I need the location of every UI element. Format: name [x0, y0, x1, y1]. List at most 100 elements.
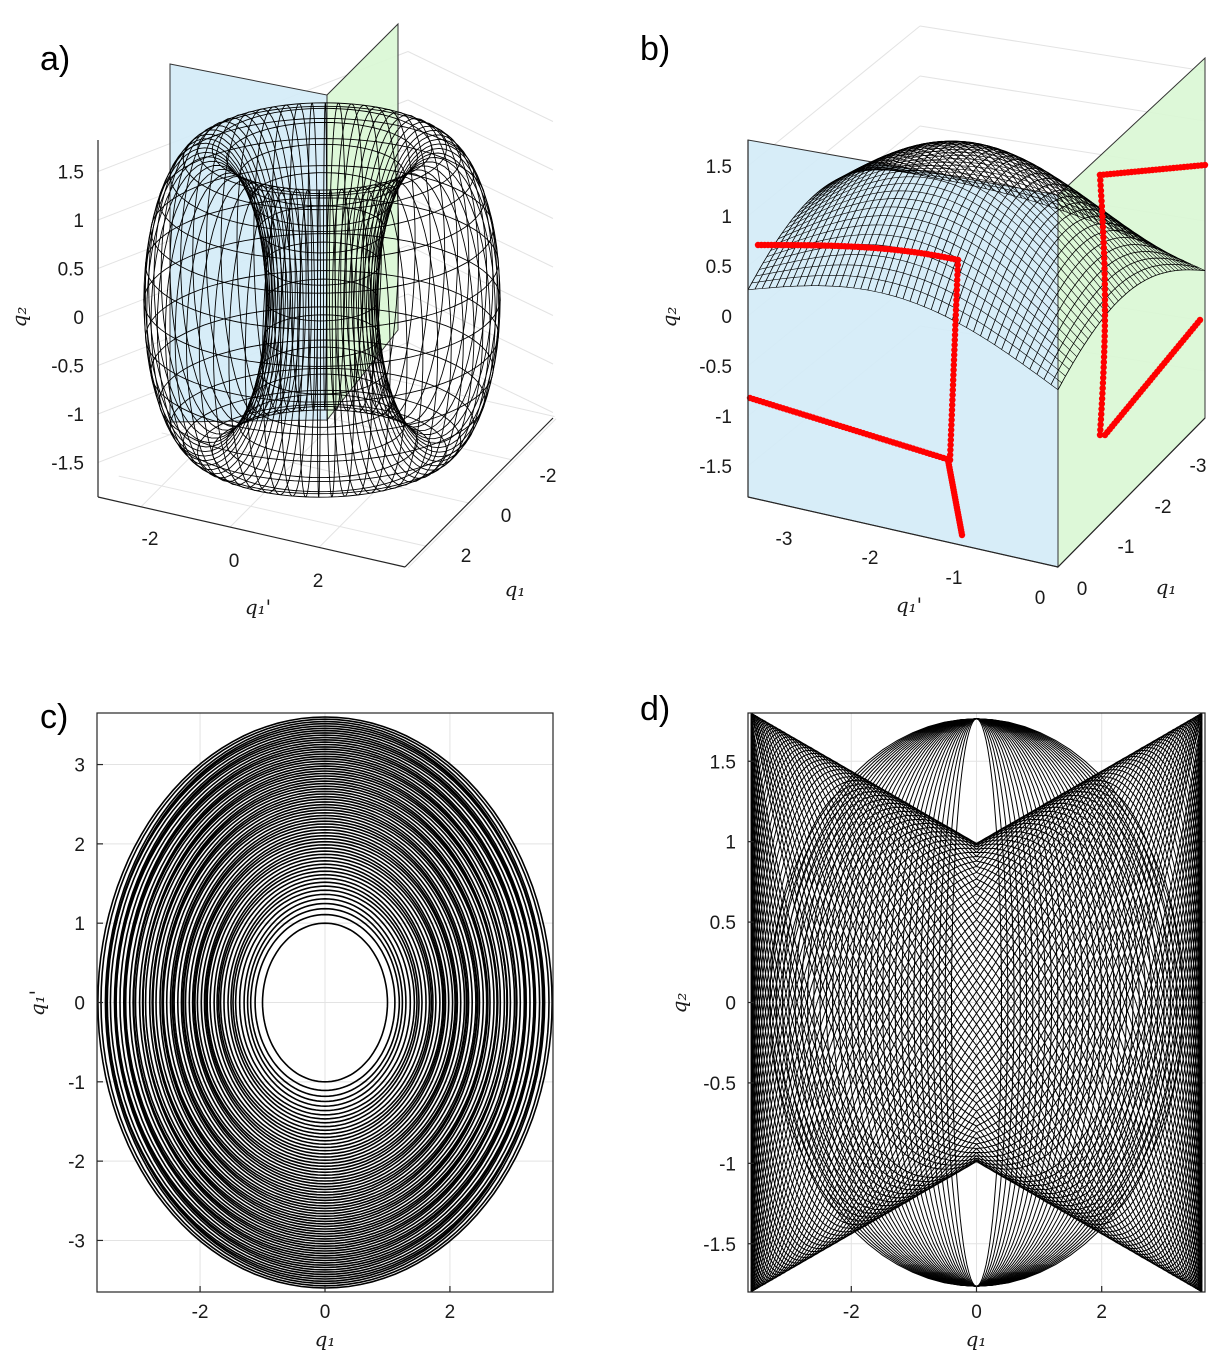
orbit-ring — [213, 859, 437, 1146]
trajectory-loop — [750, 723, 1203, 1226]
y-tick-label: 1 — [74, 914, 85, 935]
torus-parallel — [263, 241, 381, 286]
trajectory-loop — [750, 719, 1203, 1215]
section-point — [1196, 316, 1204, 324]
floor-gridline — [161, 432, 469, 504]
y-axis-line — [97, 496, 406, 568]
surface-line — [774, 215, 1085, 345]
floor-gridline — [118, 475, 426, 547]
surface-line — [894, 170, 1206, 271]
orbit-ring — [246, 902, 404, 1103]
trajectory-loop — [750, 802, 1203, 1290]
surface-line — [973, 189, 1121, 332]
section-point — [951, 336, 958, 344]
z-tick-label: -1.5 — [699, 457, 732, 478]
surface-line — [853, 146, 1164, 274]
x-tick-label: -2 — [1155, 497, 1172, 518]
surface-line — [755, 264, 1066, 377]
orbit-ring — [124, 750, 526, 1255]
surface-line — [951, 172, 1100, 320]
surface-line — [867, 140, 1016, 291]
z-tick-label: 0.5 — [58, 260, 84, 281]
section-point — [952, 321, 959, 329]
section-point — [1100, 239, 1107, 246]
z-axis-label: q₂ — [7, 307, 31, 328]
floor-gridline — [318, 398, 468, 548]
section-point — [950, 361, 957, 369]
orbit-ring — [230, 881, 420, 1124]
trajectory-loop — [750, 765, 1203, 1274]
section-point — [1098, 203, 1106, 210]
trajectory-loop — [750, 715, 1203, 1203]
surface-line — [759, 254, 1070, 370]
x-tick-label: -2 — [540, 466, 557, 487]
section-point — [951, 331, 959, 339]
section-point — [953, 291, 960, 299]
torus-parallel — [169, 117, 475, 233]
trajectory-loop — [750, 713, 1203, 1191]
torus-parallel — [226, 121, 418, 194]
section-point — [953, 281, 961, 289]
y-axis-label: q₁' — [896, 593, 922, 617]
trajectory-loop — [750, 769, 1203, 1276]
surface-line — [808, 155, 1119, 302]
trajectory-loop — [750, 783, 1203, 1283]
trajectory-loop — [750, 814, 1203, 1292]
orbit-ring — [209, 856, 441, 1149]
orbit-ring — [205, 850, 445, 1155]
x-tick-label: -2 — [843, 1302, 860, 1323]
surface-line — [1036, 251, 1185, 375]
trajectory-loop — [750, 818, 1203, 1292]
y-tick-label: 2 — [74, 835, 85, 856]
orbit-ring — [182, 820, 468, 1185]
section-point — [1101, 296, 1109, 303]
y-axis-label: q₂ — [667, 993, 691, 1014]
section-point — [949, 381, 957, 389]
torus-wireframe — [143, 102, 501, 498]
section-point — [953, 296, 960, 304]
section-point — [954, 256, 962, 264]
torus-parallel — [197, 102, 447, 197]
orbit-ring — [132, 755, 518, 1250]
x-axis-line — [1057, 417, 1206, 568]
torus-parallel — [143, 233, 501, 367]
section-point — [953, 286, 960, 294]
section-point — [1097, 177, 1104, 184]
section-point — [958, 531, 966, 539]
y-tick-label: -1 — [719, 1154, 736, 1175]
x-tick-label: 2 — [461, 546, 472, 567]
trajectory-loop — [750, 714, 1203, 1195]
orbit-ring — [115, 734, 535, 1271]
trajectory-loop — [750, 717, 1203, 1211]
trajectory-loop — [750, 794, 1203, 1288]
orbit-ring — [227, 877, 423, 1128]
orbit-ring — [171, 806, 479, 1199]
y-tick-label: 1 — [725, 833, 736, 854]
torus-parallel — [145, 270, 499, 403]
section-point — [1101, 322, 1109, 329]
z-tick-label: 1.5 — [58, 163, 84, 184]
surface-line — [781, 198, 1093, 334]
x-tick-label: -1 — [1118, 537, 1135, 558]
wall-gridline — [747, 25, 921, 167]
orbit-ring — [144, 775, 506, 1230]
section-point — [1097, 187, 1105, 194]
section-point — [954, 276, 961, 284]
trajectory-loop — [750, 716, 1203, 1207]
section-point — [1099, 385, 1106, 392]
section-point — [1101, 281, 1109, 288]
section-point — [952, 306, 960, 314]
z-tick-label: 0 — [721, 307, 732, 328]
z-tick-label: 1 — [721, 207, 732, 228]
x-tick-label: 2 — [445, 1302, 456, 1323]
x-axis-label: q₁ — [315, 1327, 336, 1351]
orbit-ring — [196, 840, 454, 1165]
y-tick-label: 3 — [74, 756, 85, 777]
surface-line — [895, 144, 1044, 297]
orbit-ring — [200, 843, 450, 1162]
section-point — [950, 371, 957, 379]
section-point — [1096, 431, 1104, 439]
section-point — [951, 341, 958, 349]
section-point — [953, 301, 960, 309]
y-tick-label: -2 — [862, 548, 879, 569]
